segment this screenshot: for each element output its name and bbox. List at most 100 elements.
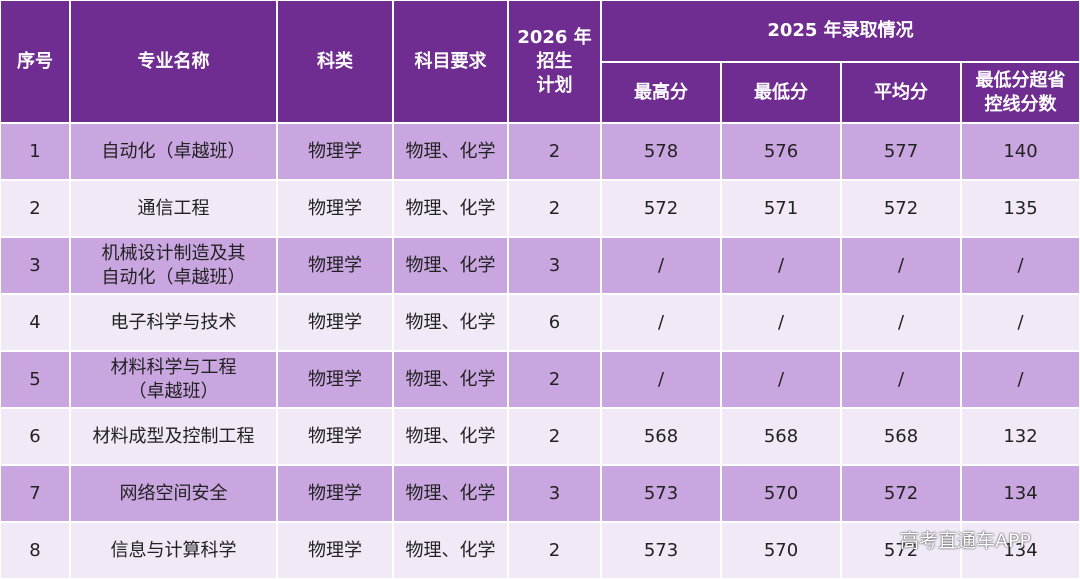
cell-text: 物理学 — [308, 482, 362, 504]
cell-text: 计划 — [536, 74, 573, 96]
cell-text: 577 — [883, 140, 919, 162]
header-cell: 科目要求 — [393, 0, 508, 123]
table-cell: 物理学 — [277, 408, 393, 465]
table-cell: 自动化（卓越班） — [70, 123, 277, 180]
cell-text: 物理学 — [308, 197, 362, 219]
cell-text: 134 — [1003, 539, 1038, 561]
cell-text: 568 — [883, 425, 919, 447]
cell-text: 4 — [29, 311, 41, 333]
cell-text: 134 — [1003, 482, 1038, 504]
table-cell: 物理学 — [277, 123, 393, 180]
header-cell: 最低分 — [721, 62, 841, 123]
cell-text: 2 — [548, 425, 561, 447]
table-cell: 物理学 — [277, 351, 393, 408]
header-group: 2025 年录取情况 — [601, 0, 1080, 62]
table-cell: 135 — [961, 180, 1080, 237]
table-cell: 物理学 — [277, 294, 393, 351]
cell-text: / — [1017, 368, 1024, 390]
table-cell: 2 — [0, 180, 70, 237]
cell-text: 物理学 — [308, 254, 362, 276]
cell-text: 物理、化学 — [405, 311, 496, 333]
table-cell: 3 — [0, 237, 70, 294]
table-cell: 信息与计算科学 — [70, 522, 277, 579]
table-cell: 573 — [601, 522, 721, 579]
cell-text: 572 — [643, 197, 679, 219]
cell-text: 576 — [763, 140, 799, 162]
table-cell: 570 — [721, 465, 841, 522]
cell-text: 2025 年录取情况 — [767, 20, 914, 41]
cell-text: / — [1017, 311, 1024, 333]
cell-text: 135 — [1003, 197, 1038, 219]
table-cell: 物理学 — [277, 180, 393, 237]
cell-text: 最高分 — [634, 81, 688, 103]
cell-text: 招生 — [536, 50, 573, 72]
table-cell: 134 — [961, 465, 1080, 522]
cell-text: 自动化（卓越班） — [101, 266, 246, 288]
table-cell: / — [721, 237, 841, 294]
cell-text: 自动化（卓越班） — [101, 140, 246, 162]
cell-text: 2 — [548, 140, 561, 162]
table-cell: 物理、化学 — [393, 123, 508, 180]
cell-text: 物理、化学 — [405, 482, 496, 504]
cell-text: 571 — [763, 197, 799, 219]
table-cell: / — [961, 294, 1080, 351]
table-cell: / — [601, 351, 721, 408]
cell-text: 物理、化学 — [405, 539, 496, 561]
cell-text: 物理学 — [308, 311, 362, 333]
table-cell: 物理、化学 — [393, 237, 508, 294]
table-cell: 物理、化学 — [393, 408, 508, 465]
table-cell: / — [841, 294, 961, 351]
cell-text: / — [897, 254, 905, 276]
cell-text: 2026 年 — [517, 26, 592, 48]
cell-text: 机械设计制造及其 — [101, 242, 246, 264]
cell-text: 物理学 — [308, 425, 362, 447]
table-cell: / — [721, 294, 841, 351]
table-cell: / — [841, 237, 961, 294]
cell-text: 572 — [883, 539, 919, 561]
table-cell: 6 — [0, 408, 70, 465]
cell-text: / — [897, 311, 905, 333]
table-cell: 5 — [0, 351, 70, 408]
table-cell: 8 — [0, 522, 70, 579]
table-cell: / — [601, 294, 721, 351]
cell-text: 578 — [643, 140, 679, 162]
cell-text: 科目要求 — [414, 50, 487, 72]
cell-text: / — [777, 311, 785, 333]
cell-text: / — [657, 311, 665, 333]
cell-text: 570 — [763, 482, 799, 504]
table-cell: 2 — [508, 522, 601, 579]
cell-text: 序号 — [17, 50, 53, 72]
cell-text: 7 — [29, 482, 41, 504]
cell-text: 科类 — [317, 50, 353, 72]
cell-text: 570 — [763, 539, 799, 561]
table-cell: 140 — [961, 123, 1080, 180]
table-cell: 2 — [508, 123, 601, 180]
cell-text: 控线分数 — [984, 93, 1057, 115]
header-cell: 专业名称 — [70, 0, 277, 123]
table-cell: 材料科学与工程 （卓越班） — [70, 351, 277, 408]
table-cell: 578 — [601, 123, 721, 180]
header-cell: 最低分超省 控线分数 — [961, 62, 1080, 123]
cell-text: 572 — [883, 482, 919, 504]
table-cell: / — [601, 237, 721, 294]
cell-text: 2 — [548, 368, 561, 390]
table-cell: / — [721, 351, 841, 408]
table-cell: 通信工程 — [70, 180, 277, 237]
cell-text: 2 — [548, 197, 561, 219]
cell-text: 8 — [29, 539, 41, 561]
cell-text: 573 — [643, 539, 679, 561]
cell-text: 物理、化学 — [405, 140, 496, 162]
cell-text: 物理学 — [308, 368, 362, 390]
table-cell: 568 — [601, 408, 721, 465]
table-cell: 2 — [508, 351, 601, 408]
table-cell: 物理、化学 — [393, 294, 508, 351]
table-cell: 572 — [841, 465, 961, 522]
table-cell: 物理、化学 — [393, 351, 508, 408]
table-cell: 材料成型及控制工程 — [70, 408, 277, 465]
cell-text: / — [657, 368, 665, 390]
cell-text: 568 — [643, 425, 679, 447]
table-cell: 572 — [601, 180, 721, 237]
cell-text: 电子科学与技术 — [110, 311, 237, 333]
header-cell: 序号 — [0, 0, 70, 123]
cell-text: 物理学 — [308, 539, 362, 561]
